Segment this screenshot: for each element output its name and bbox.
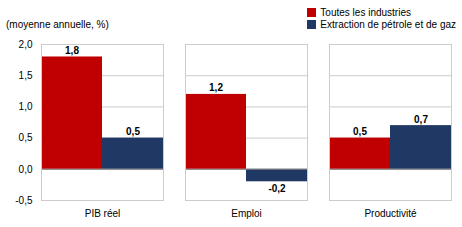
svg-text:0,7: 0,7 xyxy=(414,114,428,125)
svg-text:1,2: 1,2 xyxy=(209,82,223,93)
svg-text:2,0: 2,0 xyxy=(19,39,33,50)
html-text:Extraction de pétrole et de ga: Extraction de pétrole et de gaz xyxy=(320,19,456,30)
svg-text:-0,5: -0,5 xyxy=(15,195,33,206)
svg-text:1,8: 1,8 xyxy=(65,45,79,56)
svg-text:1,5: 1,5 xyxy=(19,70,33,81)
svg-text:1,0: 1,0 xyxy=(19,101,33,112)
svg-text:-0,2: -0,2 xyxy=(268,183,286,194)
svg-text:0,5: 0,5 xyxy=(126,126,140,137)
html-text:(moyenne annuelle, %): (moyenne annuelle, %) xyxy=(6,19,109,30)
svg-text:PIB réel: PIB réel xyxy=(85,208,121,219)
html-text:Toutes les industries: Toutes les industries xyxy=(320,7,411,18)
svg-text:0,5: 0,5 xyxy=(353,126,367,137)
svg-text:0,0: 0,0 xyxy=(19,164,33,175)
svg-text:0,5: 0,5 xyxy=(19,132,33,143)
svg-text:Productivité: Productivité xyxy=(364,208,417,219)
svg-text:Emploi: Emploi xyxy=(231,208,262,219)
